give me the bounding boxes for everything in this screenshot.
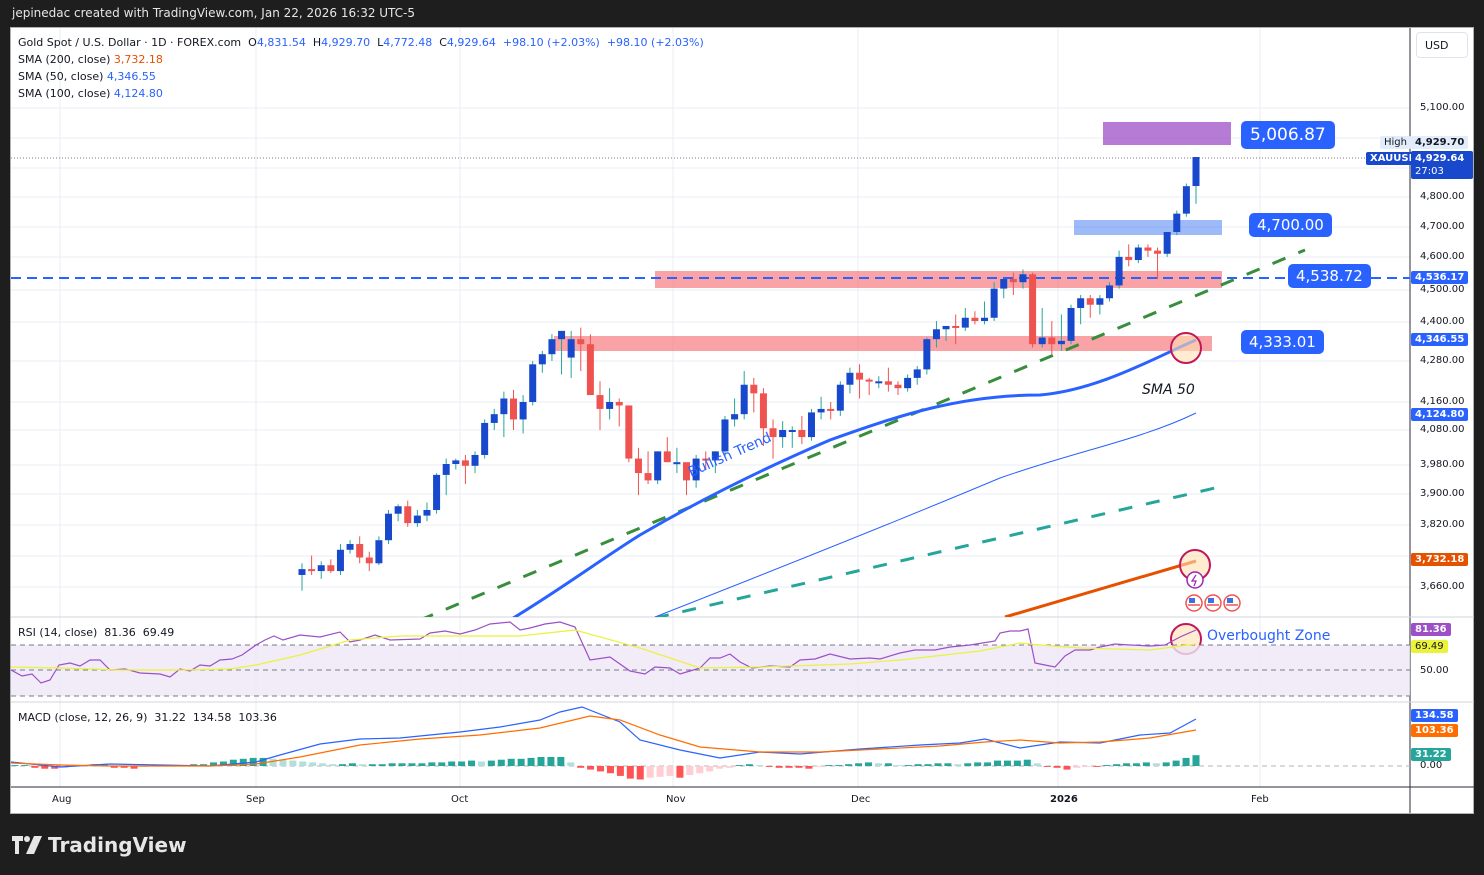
currency-button[interactable]: USD bbox=[1416, 32, 1468, 58]
hist-tag: 31.22 bbox=[1411, 748, 1451, 761]
price-axis-label: 4,800.00 bbox=[1420, 191, 1465, 202]
price-axis-label: 3,900.00 bbox=[1420, 488, 1465, 499]
time-axis-label: Aug bbox=[52, 794, 72, 805]
time-axis-label: Oct bbox=[451, 794, 469, 805]
overbought-zone-label[interactable]: Overbought Zone bbox=[1207, 628, 1331, 644]
time-axis-label: Feb bbox=[1251, 794, 1269, 805]
ticker-tag: XAUUSD bbox=[1366, 152, 1421, 165]
low-value: 4,772.48 bbox=[383, 36, 433, 49]
macd-legend[interactable]: MACD (close, 12, 26, 9) 31.22 134.58 103… bbox=[18, 711, 277, 724]
sma100-tag: 4,124.80 bbox=[1411, 408, 1469, 421]
price-axis-label: 4,600.00 bbox=[1420, 251, 1465, 262]
change-value-2: +98.10 (+2.03%) bbox=[606, 36, 704, 49]
time-axis-label: Dec bbox=[851, 794, 871, 805]
high-tag-label: High bbox=[1380, 136, 1411, 149]
price-axis-label: 5,100.00 bbox=[1420, 102, 1465, 113]
level-4700-callout[interactable]: 4,700.00 bbox=[1249, 213, 1332, 237]
price-axis-label: 4,400.00 bbox=[1420, 316, 1465, 327]
countdown: 27:03 bbox=[1415, 166, 1444, 177]
macd-tag: 134.58 bbox=[1411, 709, 1458, 722]
time-axis-label: Sep bbox=[246, 794, 265, 805]
time-axis-label: 2026 bbox=[1050, 794, 1078, 805]
target-price-callout[interactable]: 5,006.87 bbox=[1241, 121, 1335, 149]
tradingview-logo-icon bbox=[12, 836, 42, 854]
last-price-tag: 4,929.64 27:03 bbox=[1411, 151, 1473, 179]
rsi-ma-tag: 69.49 bbox=[1411, 640, 1448, 653]
open-value: 4,831.54 bbox=[256, 36, 306, 49]
price-axis-label: 3,980.00 bbox=[1420, 459, 1465, 470]
close-value: 4,929.64 bbox=[446, 36, 496, 49]
sma200-legend[interactable]: SMA (200, close) 3,732.18 bbox=[18, 53, 163, 66]
brand-text: TradingView bbox=[48, 833, 187, 857]
attribution-bar: jepinedac created with TradingView.com, … bbox=[0, 0, 1484, 27]
symbol-line: Gold Spot / U.S. Dollar · 1D · FOREX.com… bbox=[18, 36, 704, 49]
price-axis-label: 3,820.00 bbox=[1420, 519, 1465, 530]
high-price-tag: 4,929.70 bbox=[1411, 136, 1469, 149]
tradingview-logo[interactable]: TradingView bbox=[12, 833, 187, 857]
attribution-text: jepinedac created with TradingView.com, … bbox=[12, 6, 416, 20]
symbol-title: Gold Spot / U.S. Dollar · 1D · FOREX.com bbox=[18, 36, 242, 49]
time-axis-label: Nov bbox=[666, 794, 686, 805]
sma50-annotation[interactable]: SMA 50 bbox=[1142, 382, 1195, 398]
price-axis-label: 3,660.00 bbox=[1420, 581, 1465, 592]
main-legend: Gold Spot / U.S. Dollar · 1D · FOREX.com… bbox=[18, 34, 704, 102]
level-4538-callout[interactable]: 4,538.72 bbox=[1288, 264, 1371, 288]
change-value: +98.10 (+2.03%) bbox=[502, 36, 600, 49]
rsi-legend[interactable]: RSI (14, close) 81.36 69.49 bbox=[18, 626, 175, 639]
price-axis-label: 4,700.00 bbox=[1420, 221, 1465, 232]
price-axis-label: 4,080.00 bbox=[1420, 424, 1465, 435]
price-axis-label: 4,280.00 bbox=[1420, 355, 1465, 366]
price-axis-label: 4,500.00 bbox=[1420, 284, 1465, 295]
macd-axis-zero: 0.00 bbox=[1420, 760, 1443, 771]
sma200-tag: 3,732.18 bbox=[1411, 553, 1469, 566]
level-4333-callout[interactable]: 4,333.01 bbox=[1241, 330, 1324, 354]
dashed-level-tag: 4,536.17 bbox=[1411, 271, 1469, 284]
rsi-value-tag: 81.36 bbox=[1411, 623, 1451, 636]
signal-tag: 103.36 bbox=[1411, 724, 1458, 737]
sma100-legend[interactable]: SMA (100, close) 4,124.80 bbox=[18, 87, 163, 100]
sma50-legend[interactable]: SMA (50, close) 4,346.55 bbox=[18, 70, 156, 83]
price-axis-label: 4,160.00 bbox=[1420, 396, 1465, 407]
rsi-axis-label: 50.00 bbox=[1420, 665, 1449, 676]
sma50-tag: 4,346.55 bbox=[1411, 333, 1469, 346]
high-value: 4,929.70 bbox=[321, 36, 371, 49]
